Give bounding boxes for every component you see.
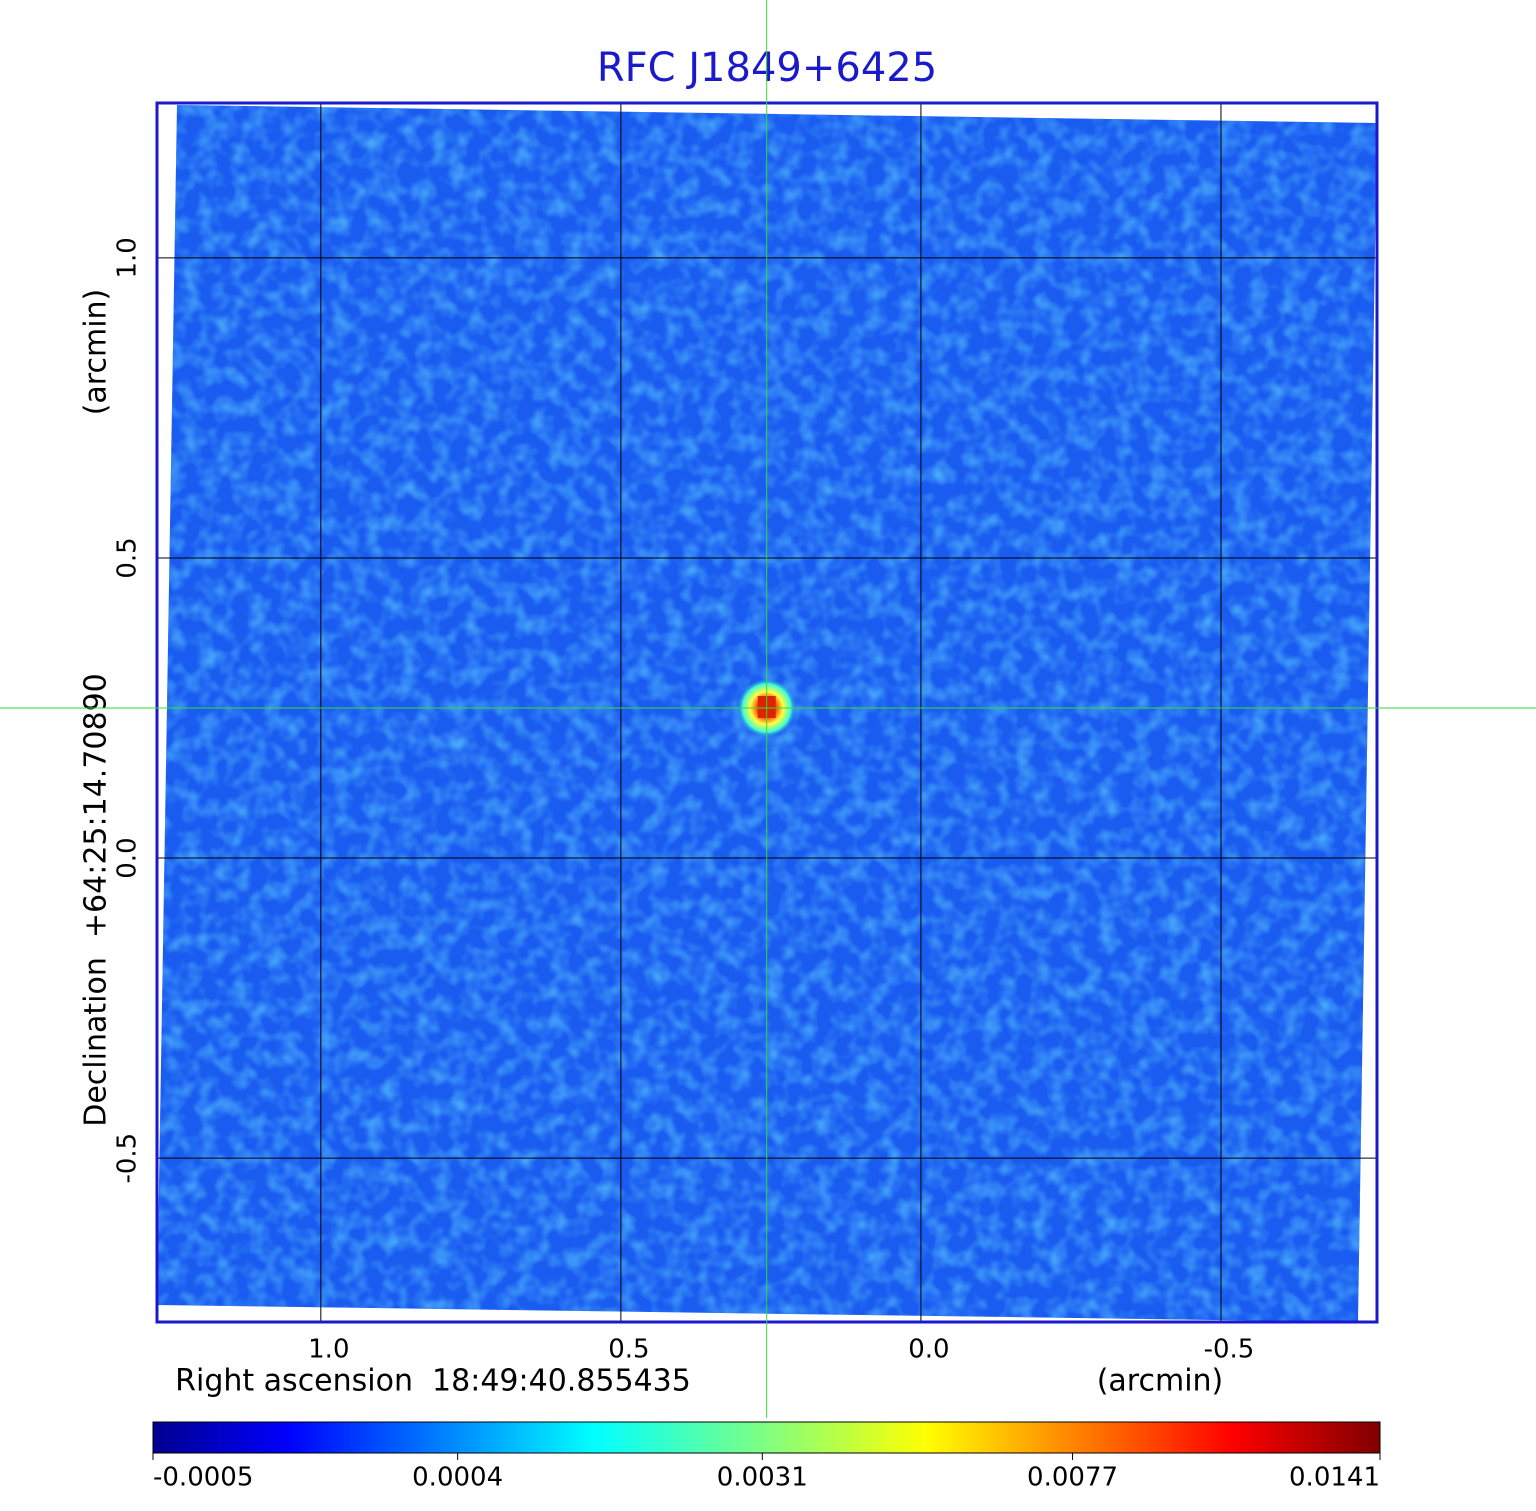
x-tick-label: 0.5 [608, 1335, 649, 1365]
y-tick-label: 0.0 [113, 837, 143, 878]
x-tick-label: -0.5 [1204, 1335, 1255, 1365]
colorbar-tick-label: -0.0005 [153, 1463, 253, 1493]
x-tick-label: 1.0 [308, 1335, 349, 1365]
y-tick-label: 1.0 [113, 237, 143, 278]
colorbar-tick-label: 0.0077 [1027, 1463, 1118, 1493]
x-tick-label: 0.0 [908, 1335, 949, 1365]
y-tick-label: -0.5 [113, 1133, 143, 1184]
colorbar-tick-label: 0.0004 [412, 1463, 503, 1493]
colorbar-tick-label: 0.0141 [1289, 1463, 1380, 1493]
colorbar [152, 1421, 1381, 1454]
y-axis-unit: (arcmin) [79, 289, 114, 416]
x-axis-unit: (arcmin) [1097, 1364, 1224, 1399]
x-axis-label: Right ascension 18:49:40.855435 [175, 1364, 691, 1399]
y-tick-label: 0.5 [113, 537, 143, 578]
y-axis-label: Declination +64:25:14.70890 [79, 673, 114, 1127]
colorbar-tick-label: 0.0031 [717, 1463, 808, 1493]
